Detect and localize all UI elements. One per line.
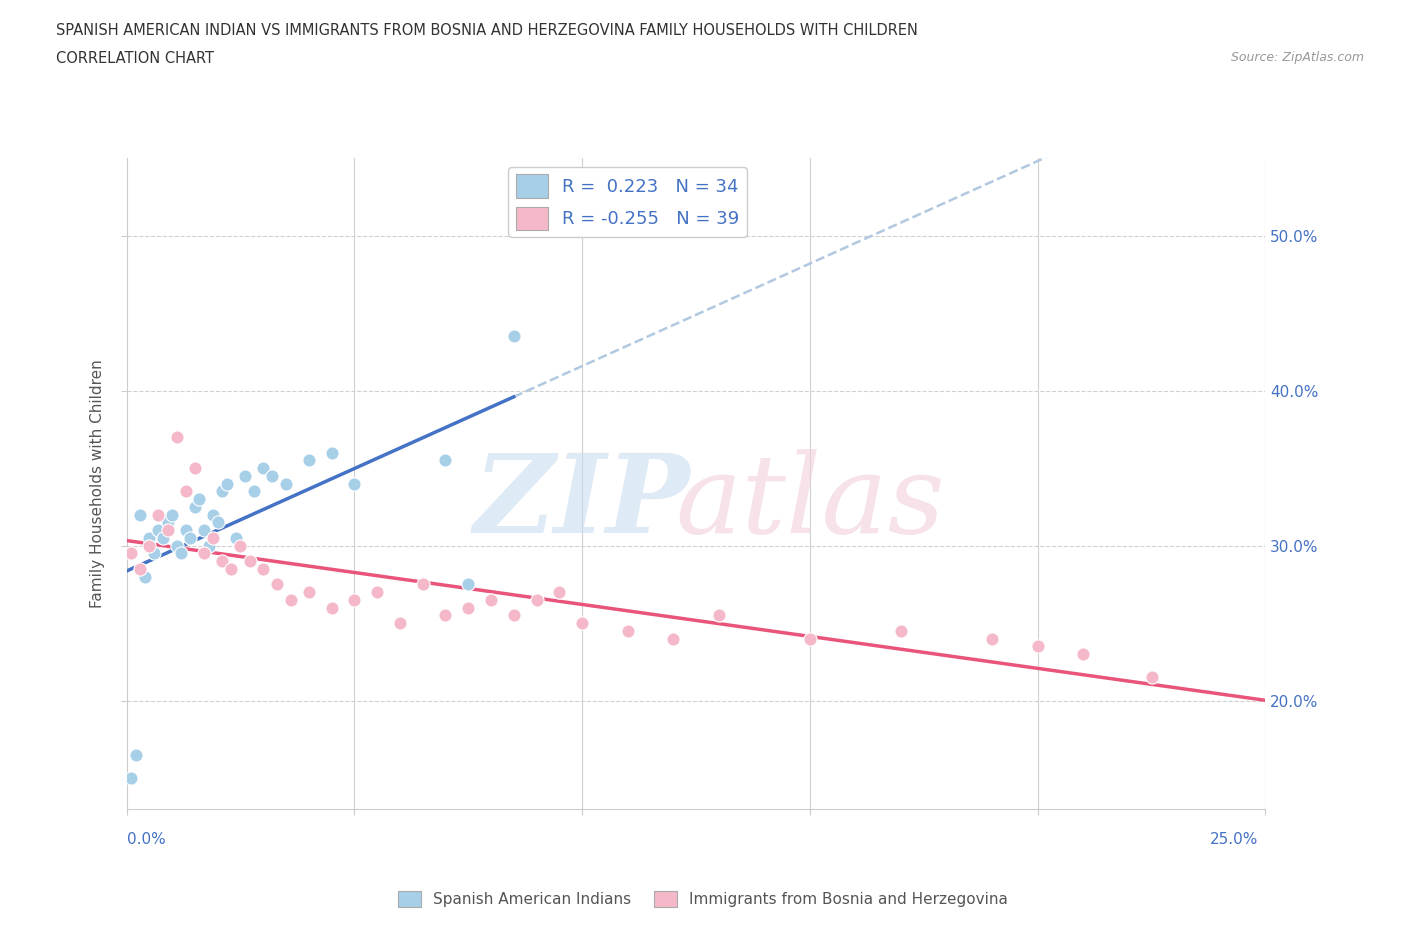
Point xyxy=(184,460,207,475)
Point xyxy=(274,476,297,491)
Text: SPANISH AMERICAN INDIAN VS IMMIGRANTS FROM BOSNIA AND HERZEGOVINA FAMILY HOUSEHO: SPANISH AMERICAN INDIAN VS IMMIGRANTS FR… xyxy=(56,23,918,38)
Point xyxy=(215,476,238,491)
Point xyxy=(129,507,152,522)
Point xyxy=(388,616,411,631)
Point xyxy=(166,430,188,445)
Legend: R =  0.223   N = 34, R = -0.255   N = 39: R = 0.223 N = 34, R = -0.255 N = 39 xyxy=(509,167,747,237)
Point xyxy=(262,469,284,484)
Text: 25.0%: 25.0% xyxy=(1211,832,1258,847)
Point xyxy=(233,469,256,484)
Point xyxy=(707,608,730,623)
Point xyxy=(184,499,207,514)
Text: CORRELATION CHART: CORRELATION CHART xyxy=(56,51,214,66)
Point xyxy=(174,484,197,498)
Y-axis label: Family Households with Children: Family Households with Children xyxy=(90,359,105,608)
Point xyxy=(298,585,321,600)
Point xyxy=(571,616,593,631)
Point xyxy=(156,515,179,530)
Point xyxy=(243,484,266,498)
Point xyxy=(207,515,229,530)
Point xyxy=(166,538,188,553)
Point xyxy=(548,585,571,600)
Point xyxy=(412,577,434,591)
Point xyxy=(160,507,183,522)
Point xyxy=(229,538,252,553)
Point xyxy=(179,530,201,545)
Point xyxy=(457,577,479,591)
Point xyxy=(252,460,274,475)
Point xyxy=(502,329,524,344)
Text: atlas: atlas xyxy=(675,449,945,557)
Point xyxy=(202,530,225,545)
Point xyxy=(138,530,160,545)
Point xyxy=(252,562,274,577)
Point xyxy=(174,523,197,538)
Text: 0.0%: 0.0% xyxy=(127,832,166,847)
Point xyxy=(129,562,152,577)
Point xyxy=(120,771,142,786)
Point xyxy=(148,523,170,538)
Point xyxy=(662,631,685,646)
Point xyxy=(526,592,548,607)
Point xyxy=(479,592,502,607)
Point xyxy=(124,748,146,763)
Point xyxy=(170,546,193,561)
Text: Source: ZipAtlas.com: Source: ZipAtlas.com xyxy=(1230,51,1364,64)
Point xyxy=(202,507,225,522)
Point xyxy=(321,600,343,615)
Point xyxy=(799,631,821,646)
Point xyxy=(193,546,215,561)
Point xyxy=(457,600,479,615)
Point xyxy=(1140,670,1163,684)
Point xyxy=(890,623,912,638)
Point xyxy=(152,530,174,545)
Point xyxy=(238,553,260,568)
Point xyxy=(211,553,233,568)
Point xyxy=(193,523,215,538)
Text: ZIP: ZIP xyxy=(474,449,690,557)
Legend: Spanish American Indians, Immigrants from Bosnia and Herzegovina: Spanish American Indians, Immigrants fro… xyxy=(392,884,1014,913)
Point xyxy=(221,562,243,577)
Point xyxy=(120,546,142,561)
Point xyxy=(343,476,366,491)
Point xyxy=(366,585,388,600)
Point xyxy=(134,569,156,584)
Point xyxy=(211,484,233,498)
Point xyxy=(298,453,321,468)
Point xyxy=(142,546,165,561)
Point xyxy=(343,592,366,607)
Point xyxy=(1026,639,1049,654)
Point xyxy=(266,577,288,591)
Point xyxy=(225,530,247,545)
Point xyxy=(1071,646,1094,661)
Point xyxy=(502,608,524,623)
Point xyxy=(616,623,638,638)
Point xyxy=(280,592,302,607)
Point xyxy=(138,538,160,553)
Point xyxy=(321,445,343,460)
Point xyxy=(197,538,219,553)
Point xyxy=(148,507,170,522)
Point xyxy=(981,631,1004,646)
Point xyxy=(156,523,179,538)
Point xyxy=(434,453,457,468)
Point xyxy=(188,492,211,507)
Point xyxy=(434,608,457,623)
